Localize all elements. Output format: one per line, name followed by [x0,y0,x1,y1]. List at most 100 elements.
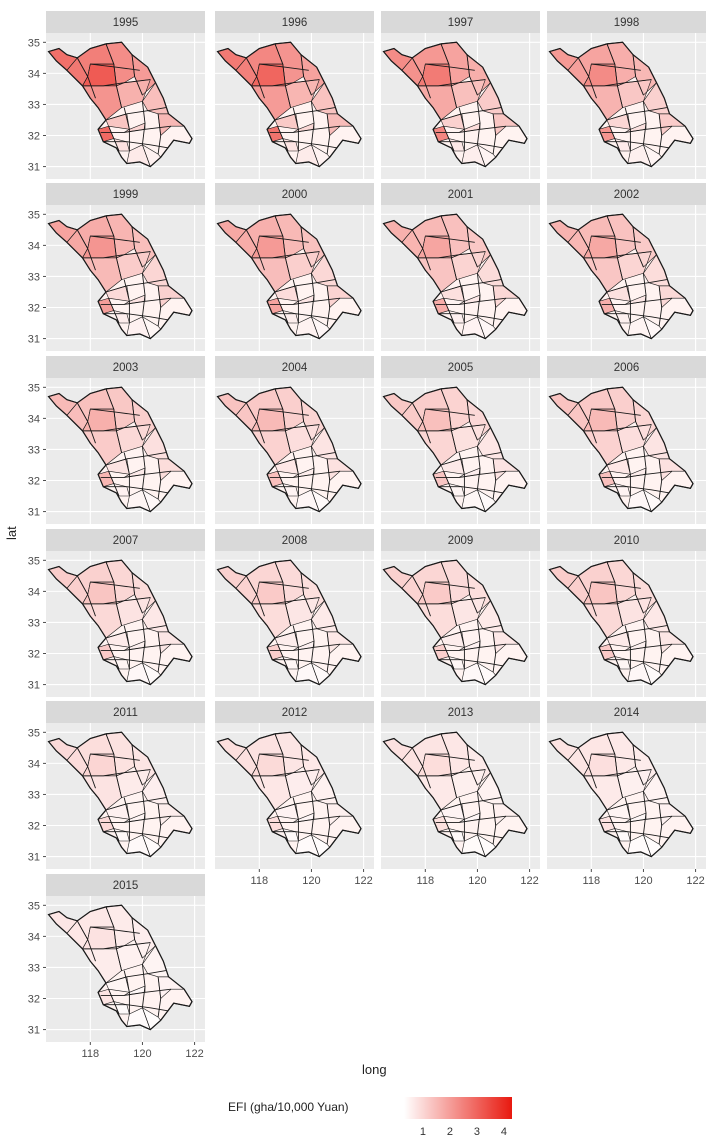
county-fill [275,387,304,431]
county-fill [633,744,657,786]
county-fill [77,733,114,767]
county-fill [48,393,78,416]
county-fill [311,82,338,114]
county-fill [251,85,291,120]
county-fill [567,402,589,431]
facet-year-label: 1996 [282,17,308,29]
county-fill [607,214,636,258]
county-fill [493,285,520,308]
county-fill [158,458,185,481]
county-fill [412,215,449,249]
county-fill [467,54,491,96]
county-fill [401,402,423,431]
facet-panel-2010: 2010 [547,529,706,697]
facet-year-label: 2009 [448,535,474,547]
facet-panel-2015: 2015 [46,874,205,1042]
county-fill [295,144,320,167]
county-fill [82,85,122,120]
y-tick-label: 35 [28,555,40,567]
county-fill [66,57,88,86]
county-fill [275,113,299,130]
county-fill [477,254,504,286]
county-fill [583,775,623,810]
county-fill [633,399,657,441]
y-axis-title: lat [4,526,19,540]
county-fill [295,834,320,857]
county-fill [48,911,78,934]
county-fill [578,561,615,595]
county-fill [461,489,486,512]
facet-year-label: 2007 [113,535,139,547]
y-tick-label: 35 [28,900,40,912]
county-fill [417,409,452,431]
county-fill [607,803,631,820]
x-tick-label: 122 [354,875,372,887]
county-fill [275,214,304,258]
facet-strip [46,183,205,205]
county-fill [82,927,117,949]
county-boundaries [48,41,185,168]
county-fill [467,226,491,268]
county-fill [643,427,670,459]
county-fill [301,54,325,96]
county-fill [441,214,470,258]
county-fill [142,254,169,286]
county-fill [126,834,151,857]
county-fill [617,251,652,280]
facet-panel-1998: 1998 [547,11,706,179]
county-fill [106,285,130,302]
facet-year-label: 2014 [614,707,640,719]
county-fill [607,560,636,604]
county-fill [142,427,169,459]
county-fill [327,285,354,308]
y-tick-label: 33 [28,962,40,974]
county-fill [142,772,169,804]
county-fill [235,575,257,604]
x-tick-label: 122 [520,875,538,887]
county-fill [327,458,354,481]
county-fill [633,54,657,96]
county-fill [578,43,615,77]
county-fill [493,113,520,136]
y-tick-label: 31 [28,1025,40,1037]
y-tick-label: 34 [28,586,40,598]
county-fill [285,251,320,280]
county-fill [82,603,122,638]
county-fill [401,229,423,258]
legend-tick-label: 4 [500,1126,508,1138]
county-fill [116,769,151,798]
facet-strip [381,356,540,378]
facet-year-label: 2011 [113,707,138,719]
facet-panel-2014: 2014 [547,701,706,869]
facet-strip [46,11,205,33]
y-tick-label: 34 [28,413,40,425]
county-fill [116,942,151,971]
facet-year-label: 2000 [282,189,308,201]
facet-strip [215,529,374,551]
legend-title: EFI (gha/10,000 Yuan) [228,1100,349,1114]
county-fill [66,229,88,258]
county-fill [461,316,486,339]
legend-colorbar [404,1097,512,1119]
x-tick-label: 122 [686,875,704,887]
county-fill [451,769,486,798]
facet-year-label: 2003 [113,362,139,374]
x-tick-label: 118 [583,875,601,887]
county-fill [158,113,185,136]
county-fill [295,489,320,512]
county-fill [583,257,623,292]
county-fill [126,144,151,167]
county-fill [295,316,320,339]
facet-panel-2013: 2013 [381,701,540,869]
x-tick-label: 120 [634,875,652,887]
county-boundaries [48,386,185,513]
county-fill [106,976,130,993]
y-tick-label: 35 [28,37,40,49]
county-boundaries [549,386,686,513]
county-fill [142,82,169,114]
county-fill [106,458,130,475]
facet-year-label: 2015 [113,880,139,892]
county-fill [607,631,631,648]
county-fill [477,427,504,459]
county-fill [643,254,670,286]
